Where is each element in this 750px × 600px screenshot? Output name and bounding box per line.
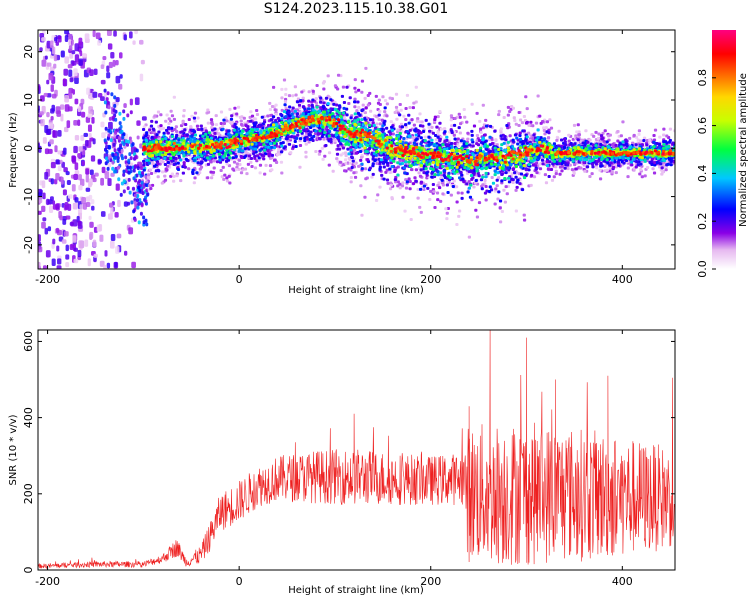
x-tick-label: 0 (236, 273, 243, 286)
colorbar-label: Normalized spectral amplitude (738, 73, 749, 227)
colorbar-tick-label: 0.2 (696, 212, 709, 230)
y-tick-label: 0 (22, 145, 35, 152)
x-tick-label: 400 (612, 273, 633, 286)
x-tick-label: -200 (35, 273, 60, 286)
chart-title: S124.2023.115.10.38.G01 (263, 1, 449, 17)
y-tick-label: -10 (22, 188, 35, 206)
x-tick-label: 200 (420, 273, 441, 286)
y-tick-label: 200 (22, 483, 35, 504)
spectrogram-x-ticks: -200 0 200 400 (35, 30, 633, 286)
spectrogram-x-axis-label: Height of straight line (km) (288, 285, 424, 296)
y-tick-label: 400 (22, 407, 35, 428)
spectrogram-y-axis-label: Frequency (Hz) (8, 112, 19, 188)
colorbar: 0.0 0.2 0.4 0.6 0.8 Normalized spectral ampl… (696, 30, 749, 278)
snr-x-ticks: -200 0 200 400 (35, 330, 633, 588)
y-tick-label: 0 (22, 567, 35, 574)
snr-series-line (38, 330, 675, 570)
snr-y-ticks: 0 200 400 600 (22, 331, 675, 574)
y-tick-label: 10 (22, 93, 35, 107)
x-tick-label: -200 (35, 575, 60, 588)
colorbar-tick-label: 0.0 (696, 260, 709, 278)
y-tick-label: 20 (22, 45, 35, 59)
colorbar-tick-label: 0.8 (696, 69, 709, 87)
x-tick-label: 200 (420, 575, 441, 588)
snr-y-axis-label: SNR (10 * v/v) (8, 414, 19, 485)
spectrogram-y-ticks: -20 -10 0 10 20 (22, 45, 675, 254)
spectrogram-heatmap (38, 30, 675, 269)
colorbar-tick-label: 0.4 (696, 165, 709, 183)
spectrogram-frame (37, 29, 676, 270)
snr-frame (37, 329, 676, 571)
colorbar-gradient (712, 30, 736, 269)
x-tick-label: 0 (236, 575, 243, 588)
colorbar-ticks: 0.0 0.2 0.4 0.6 0.8 (696, 69, 716, 278)
colorbar-tick-label: 0.6 (696, 117, 709, 135)
x-tick-label: 400 (612, 575, 633, 588)
y-tick-label: -20 (22, 236, 35, 254)
snr-x-axis-label: Height of straight line (km) (288, 585, 424, 596)
y-tick-label: 600 (22, 331, 35, 352)
spectrogram-panel: -200 0 200 400 -20 -10 0 10 20 Height of straig… (8, 29, 676, 296)
